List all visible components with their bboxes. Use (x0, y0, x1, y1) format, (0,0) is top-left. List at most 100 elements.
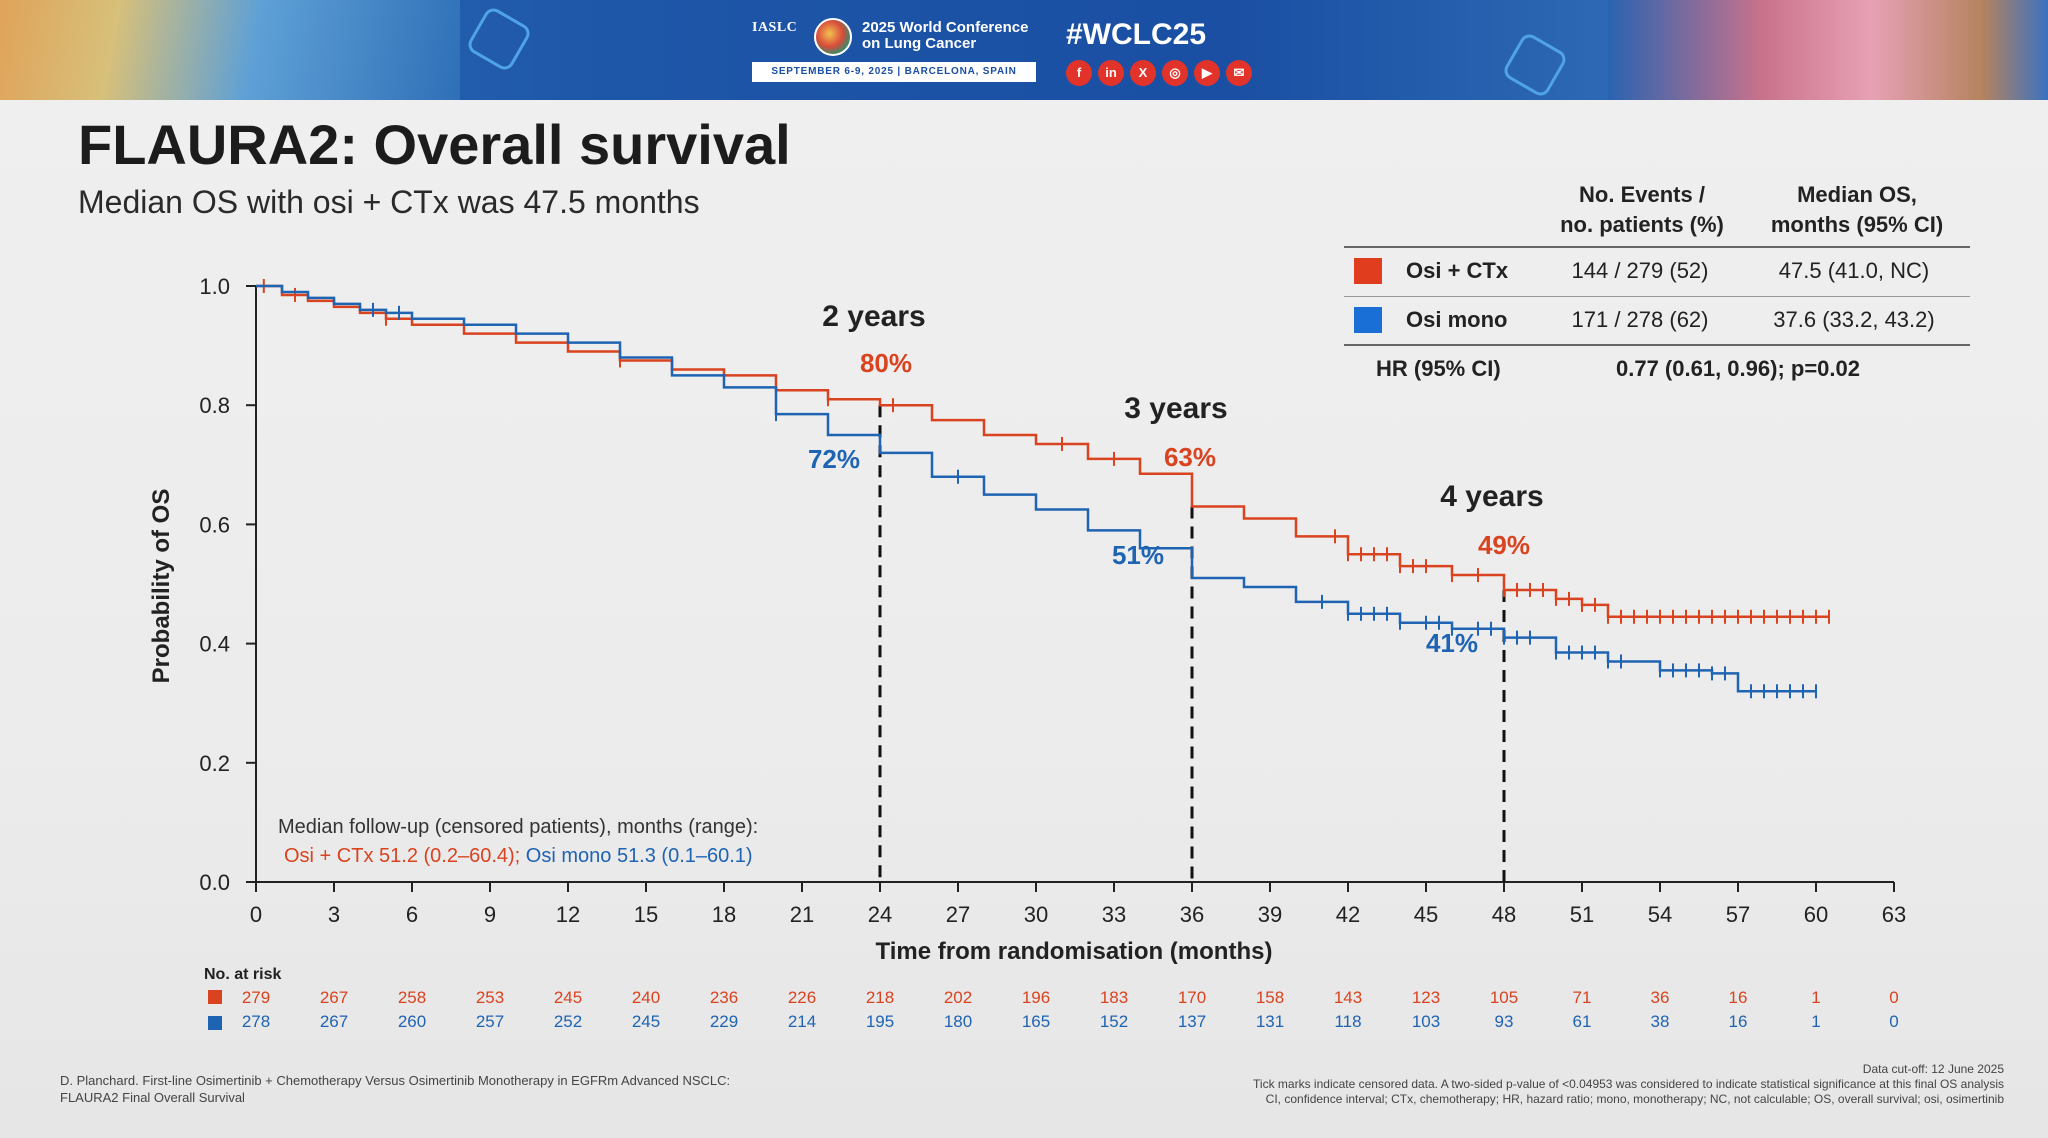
risk-cell-osi-ctx: 240 (631, 988, 661, 1007)
risk-cell-osi-mono: 195 (865, 1012, 895, 1031)
follow-up-osi-ctx: Osi + CTx 51.2 (0.2–60.4); (284, 845, 521, 867)
risk-cell-osi-mono: 278 (241, 1012, 271, 1031)
hr-label: HR (95% CI) (1376, 356, 1501, 381)
x-tick-label: 21 (790, 902, 814, 927)
risk-table-title: No. at risk (204, 966, 282, 983)
youtube-icon: ▶ (1194, 60, 1220, 86)
risk-cell-osi-mono: 180 (943, 1012, 973, 1031)
hr-value: 0.77 (0.61, 0.96); p=0.02 (1616, 356, 1860, 381)
risk-cell-osi-ctx: 196 (1021, 988, 1051, 1007)
median-header-line1: Median OS, (1797, 182, 1917, 207)
x-tick-label: 63 (1882, 902, 1906, 927)
risk-cell-osi-ctx: 1 (1811, 988, 1821, 1007)
wechat-icon: ✉ (1226, 60, 1252, 86)
instagram-icon: ◎ (1162, 60, 1188, 86)
risk-cell-osi-ctx: 16 (1728, 988, 1748, 1007)
x-axis-label: Time from randomisation (months) (875, 938, 1273, 965)
risk-cell-osi-ctx: 253 (475, 988, 505, 1007)
risk-cell-osi-mono: 1 (1811, 1012, 1821, 1031)
legend-label: Osi + CTx (1406, 258, 1509, 283)
legend-table: No. Events / no. patients (%) Median OS,… (1344, 180, 1970, 480)
hexagon-decoration (464, 4, 534, 74)
hashtag: #WCLC25 (1066, 18, 1207, 51)
median-header-line2: months (95% CI) (1770, 212, 1944, 237)
median-follow-up-note: Median follow-up (censored patients), mo… (278, 816, 758, 868)
osi-ctx-milestone-value: 63% (1164, 442, 1216, 472)
slide: FLAURA2: Overall survival Median OS with… (0, 100, 2048, 1138)
x-tick-label: 60 (1804, 902, 1828, 927)
conference-dates: SEPTEMBER 6-9, 2025 | BARCELONA, SPAIN (752, 62, 1036, 82)
risk-cell-osi-ctx: 105 (1489, 988, 1519, 1007)
risk-cell-osi-mono: 260 (397, 1012, 427, 1031)
risk-cell-osi-mono: 267 (319, 1012, 349, 1031)
x-tick-label: 54 (1648, 902, 1672, 927)
events-value: 144 / 279 (52) (1571, 258, 1709, 283)
legend-row-osi-mono: Osi mono 171 / 278 (62) 37.6 (33.2, 43.2… (1344, 297, 1970, 343)
km-survival-chart: 0 3 6 9 12 15 18 21 24 27 30 33 36 39 42 45 48 51 54 57 60 63… (199, 274, 1906, 927)
osi-mono-milestone-value: 51% (1112, 540, 1164, 570)
social-icons: f in X ◎ ▶ ✉ (1066, 60, 1252, 86)
x-tick-label: 0 (250, 902, 262, 927)
risk-cell-osi-ctx: 267 (319, 988, 349, 1007)
median-value: 47.5 (41.0, NC) (1778, 258, 1930, 283)
data-cutoff: Data cut-off: 12 June 2025 (1862, 1062, 2004, 1076)
hexagon-decoration (1500, 30, 1570, 100)
x-tick-label: 39 (1258, 902, 1282, 927)
x-tick-label: 24 (868, 902, 892, 927)
risk-cell-osi-mono: 118 (1334, 1012, 1362, 1031)
x-tick-label: 18 (712, 902, 736, 927)
risk-cell-osi-ctx: 158 (1255, 988, 1285, 1007)
risk-cell-osi-ctx: 226 (787, 988, 817, 1007)
table-rule (1344, 344, 1970, 346)
risk-cell-osi-ctx: 0 (1889, 988, 1899, 1007)
milestone-label: 3 years (1124, 392, 1227, 425)
citation-line2: FLAURA2 Final Overall Survival (60, 1090, 245, 1105)
follow-up-osi-mono: Osi mono 51.3 (0.1–60.1) (525, 845, 753, 867)
y-tick-label: 1.0 (199, 274, 230, 299)
table-rule (1344, 296, 1970, 297)
risk-cell-osi-mono: 137 (1177, 1012, 1207, 1031)
y-tick-label: 0.4 (199, 632, 230, 657)
milestone-label: 2 years (822, 300, 925, 333)
globe-logo-icon (814, 18, 852, 56)
osi-mono-milestone-value: 41% (1426, 628, 1478, 658)
risk-cell-osi-ctx: 170 (1177, 988, 1207, 1007)
risk-cell-osi-ctx: 71 (1572, 988, 1592, 1007)
risk-cell-osi-mono: 214 (787, 1012, 817, 1031)
risk-cell-osi-mono: 16 (1728, 1012, 1748, 1031)
risk-osi-mono-swatch (208, 1016, 222, 1030)
x-tick-label: 6 (406, 902, 418, 927)
legend-label: Osi mono (1406, 307, 1508, 332)
x-tick-label: 27 (946, 902, 970, 927)
risk-cell-osi-ctx: 143 (1333, 988, 1363, 1007)
x-tick-label: 42 (1336, 902, 1360, 927)
org-name: IASLC (752, 20, 798, 35)
risk-cell-osi-mono: 0 (1889, 1012, 1899, 1031)
citation: D. Planchard. First-line Osimertinib + C… (60, 1072, 730, 1106)
risk-cell-osi-ctx: 36 (1650, 988, 1670, 1007)
footnotes: Data cut-off: 12 June 2025 Tick marks in… (1253, 1062, 2004, 1107)
table-rule (1344, 246, 1970, 248)
y-tick-label: 0.6 (199, 512, 230, 537)
osi-ctx-milestone-value: 49% (1478, 530, 1530, 560)
risk-cell-osi-mono: 229 (709, 1012, 739, 1031)
banner-photo-right (1608, 0, 2048, 100)
risk-cell-osi-ctx: 236 (709, 988, 739, 1007)
median-value: 37.6 (33.2, 43.2) (1773, 307, 1935, 332)
risk-cell-osi-mono: 103 (1411, 1012, 1441, 1031)
x-tick-label: 33 (1102, 902, 1126, 927)
osi-mono-milestone-value: 72% (808, 444, 860, 474)
y-tick-label: 0.0 (199, 870, 230, 895)
events-header: No. Events / no. patients (%) (1544, 180, 1740, 240)
x-tick-label: 15 (634, 902, 658, 927)
osi-ctx-survival-curve (256, 284, 1829, 619)
x-tick-label: 9 (484, 902, 496, 927)
conference-banner: IASLC 2025 World Conference on Lung Canc… (0, 0, 2048, 100)
risk-cell-osi-mono: 61 (1572, 1012, 1592, 1031)
risk-cell-osi-ctx: 123 (1411, 988, 1441, 1007)
risk-cell-osi-ctx: 218 (865, 988, 895, 1007)
risk-cell-osi-mono: 165 (1021, 1012, 1051, 1031)
risk-cell-osi-ctx: 279 (241, 988, 271, 1007)
y-tick-label: 0.8 (199, 393, 230, 418)
risk-cell-osi-mono: 257 (475, 1012, 505, 1031)
